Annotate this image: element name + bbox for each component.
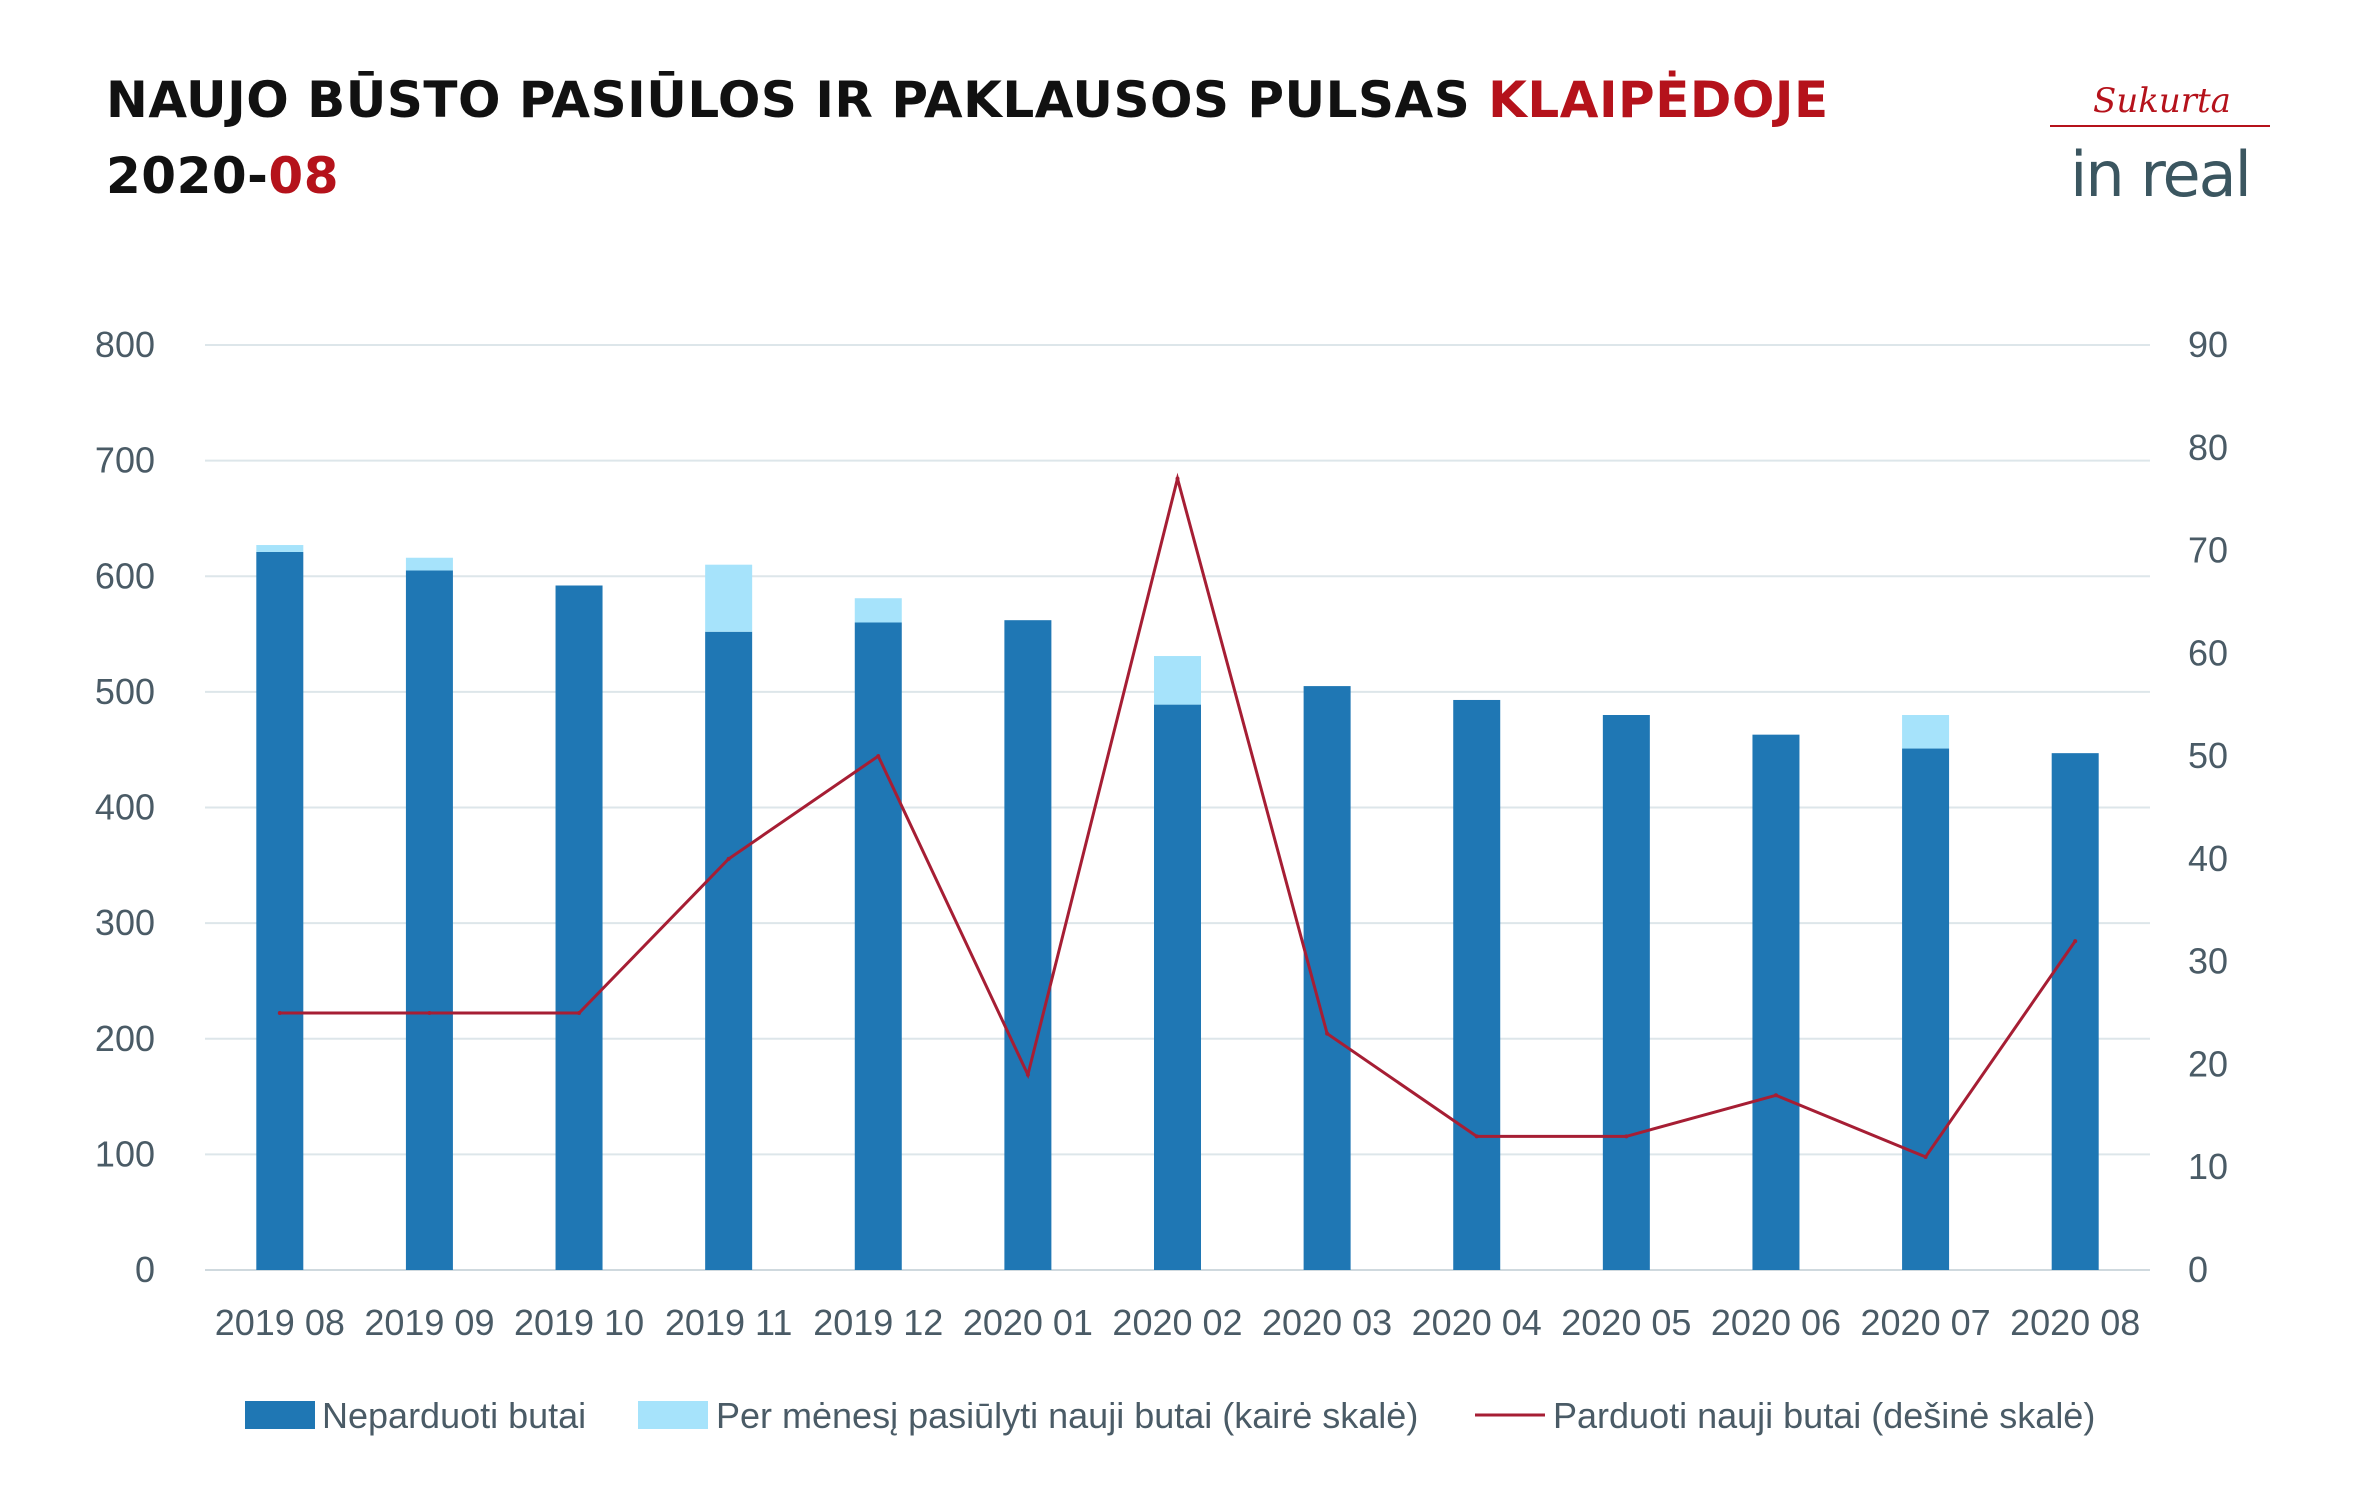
bar-unsold — [1004, 620, 1052, 1270]
y-right-tick-label: 80 — [2188, 427, 2228, 468]
y-axis-left: 0 100 200 300 400 500 600 700 800 — [95, 324, 155, 1290]
x-tick-label: 2020 01 — [963, 1302, 1093, 1343]
y-right-tick-label: 30 — [2188, 941, 2228, 982]
legend-swatch-offered — [638, 1401, 708, 1429]
y-axis-right: 0 10 20 30 40 50 60 70 80 90 — [2188, 324, 2228, 1290]
y-right-tick-label: 40 — [2188, 838, 2228, 879]
y-right-tick-label: 70 — [2188, 530, 2228, 571]
y-left-tick-label: 600 — [95, 555, 155, 596]
bar-unsold — [854, 622, 902, 1270]
y-left-tick-label: 800 — [95, 324, 155, 365]
sold-point — [1474, 1134, 1479, 1139]
y-left-tick-label: 400 — [95, 787, 155, 828]
bar-unsold — [405, 570, 453, 1270]
y-right-tick-label: 90 — [2188, 324, 2228, 365]
bar-unsold — [1154, 704, 1201, 1270]
sold-point — [726, 856, 731, 861]
bar-unsold — [705, 631, 753, 1270]
legend-label-unsold: Neparduoti butai — [322, 1395, 586, 1436]
bar-unsold — [2051, 753, 2099, 1270]
sold-point — [277, 1011, 282, 1016]
x-tick-label: 2019 12 — [813, 1302, 943, 1343]
logo-script: Sukurta — [2093, 81, 2231, 121]
bar-unsold — [1752, 734, 1800, 1270]
x-tick-label: 2019 10 — [514, 1302, 644, 1343]
bar-unsold — [1602, 715, 1650, 1270]
bar-offered — [705, 564, 753, 632]
sold-point — [1773, 1093, 1778, 1098]
sold-point — [427, 1011, 432, 1016]
bar-offered — [256, 545, 304, 552]
y-left-tick-label: 300 — [95, 902, 155, 943]
sold-point — [876, 754, 881, 759]
x-tick-label: 2020 05 — [1561, 1302, 1691, 1343]
y-left-tick-label: 700 — [95, 440, 155, 481]
sold-point — [577, 1011, 582, 1016]
x-tick-label: 2019 08 — [215, 1302, 345, 1343]
title-month: 08 — [268, 147, 340, 205]
y-left-tick-label: 200 — [95, 1018, 155, 1059]
bar-offered — [405, 557, 453, 571]
sold-line — [277, 472, 2078, 1159]
x-tick-label: 2020 07 — [1861, 1302, 1991, 1343]
sold-point — [1923, 1154, 1928, 1159]
bar-unsold — [256, 551, 304, 1270]
bar-unsold — [1902, 748, 1950, 1270]
legend: Neparduoti butai Per mėnesį pasiūlyti nau… — [245, 1395, 2095, 1436]
y-right-tick-label: 10 — [2188, 1146, 2228, 1187]
sold-point — [1624, 1134, 1629, 1139]
title-city: KLAIPĖDOJE — [1488, 71, 1829, 129]
x-axis: 2019 08 2019 09 2019 10 2019 11 2019 12 2020 … — [215, 1302, 2141, 1343]
bar-unsold — [555, 585, 603, 1270]
y-right-tick-label: 60 — [2188, 632, 2228, 673]
legend-swatch-unsold — [245, 1401, 315, 1429]
x-tick-label: 2020 06 — [1711, 1302, 1841, 1343]
bar-offered — [854, 598, 902, 623]
y-right-tick-label: 0 — [2188, 1249, 2208, 1290]
y-left-tick-label: 100 — [95, 1133, 155, 1174]
legend-label-sold: Parduoti nauji butai (dešinė skalė) — [1553, 1395, 2095, 1436]
sold-point — [2073, 939, 2078, 944]
logo-brand: in real — [2070, 138, 2250, 210]
inreal-logo: Sukurta in real — [2050, 81, 2270, 210]
y-left-tick-label: 500 — [95, 671, 155, 712]
sold-point — [1325, 1031, 1330, 1036]
legend-label-offered: Per mėnesį pasiūlyti nauji butai (kairė … — [716, 1395, 1418, 1436]
bar-offered — [1902, 715, 1950, 749]
bar-unsold — [1453, 699, 1501, 1270]
x-tick-label: 2019 09 — [364, 1302, 494, 1343]
x-tick-label: 2020 04 — [1412, 1302, 1542, 1343]
x-tick-label: 2020 08 — [2010, 1302, 2140, 1343]
title-main: NAUJO BŪSTO PASIŪLOS IR PAKLAUSOS PULSAS — [106, 71, 1471, 129]
bars — [256, 545, 2099, 1270]
sold-point — [1025, 1072, 1030, 1077]
sold-point — [1175, 476, 1180, 481]
title-year: 2020- — [106, 147, 269, 205]
chart-title: NAUJO BŪSTO PASIŪLOS IR PAKLAUSOS PULSAS… — [106, 62, 1829, 214]
x-tick-label: 2020 03 — [1262, 1302, 1392, 1343]
x-tick-label: 2020 02 — [1112, 1302, 1242, 1343]
x-tick-label: 2019 11 — [665, 1302, 792, 1343]
y-right-tick-label: 20 — [2188, 1043, 2228, 1084]
y-left-tick-label: 0 — [135, 1249, 155, 1290]
bar-offered — [1154, 656, 1201, 705]
y-right-tick-label: 50 — [2188, 735, 2228, 776]
